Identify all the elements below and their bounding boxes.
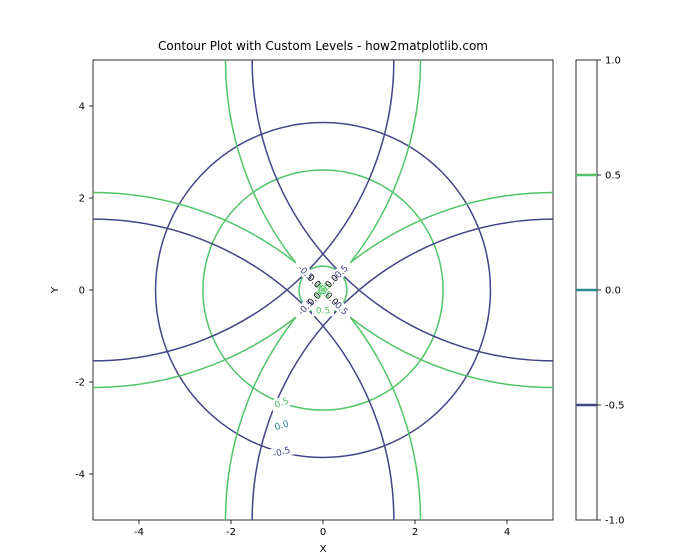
colorbar-tick-label: 0.5 <box>605 171 621 182</box>
colorbar-tick-label: 1.0 <box>605 56 621 67</box>
y-tick-label: 4 <box>79 102 85 113</box>
contour-line <box>225 0 700 388</box>
colorbar-tick-label: -1.0 <box>605 516 625 527</box>
chart-title: Contour Plot with Custom Levels - how2ma… <box>158 39 488 53</box>
x-tick-label: 4 <box>504 527 510 538</box>
contours <box>0 0 700 560</box>
x-tick-label: -4 <box>134 527 144 538</box>
x-tick-label: 2 <box>412 527 418 538</box>
x-tick-label: -2 <box>226 527 236 538</box>
y-axis-label: Y <box>50 286 61 294</box>
contour-label: -0.5 <box>272 446 292 460</box>
contour-line <box>240 0 700 373</box>
contour-label: 0.0 <box>274 419 291 433</box>
x-axis-label: X <box>320 544 327 555</box>
colorbar-tick-label: 0.0 <box>605 286 621 297</box>
y-tick-label: -4 <box>75 470 85 481</box>
contour-line <box>0 207 406 560</box>
y-tick-label: 0 <box>79 286 85 297</box>
contour-label: 0.5 <box>273 396 290 410</box>
figure: Contour Plot with Custom Levels - how2ma… <box>0 0 700 560</box>
y-tick-label: -2 <box>75 378 85 389</box>
chart-svg: Contour Plot with Custom Levels - how2ma… <box>0 0 700 560</box>
contour-line <box>0 219 394 560</box>
x-tick-label: 0 <box>320 527 326 538</box>
y-tick-label: 2 <box>79 194 85 205</box>
contour-line <box>0 0 406 373</box>
contour-label: 0.5 <box>316 307 330 317</box>
colorbar-tick-label: -0.5 <box>605 401 625 412</box>
contour-line <box>252 219 700 560</box>
contour-line <box>240 207 700 560</box>
contour-line <box>225 192 700 560</box>
